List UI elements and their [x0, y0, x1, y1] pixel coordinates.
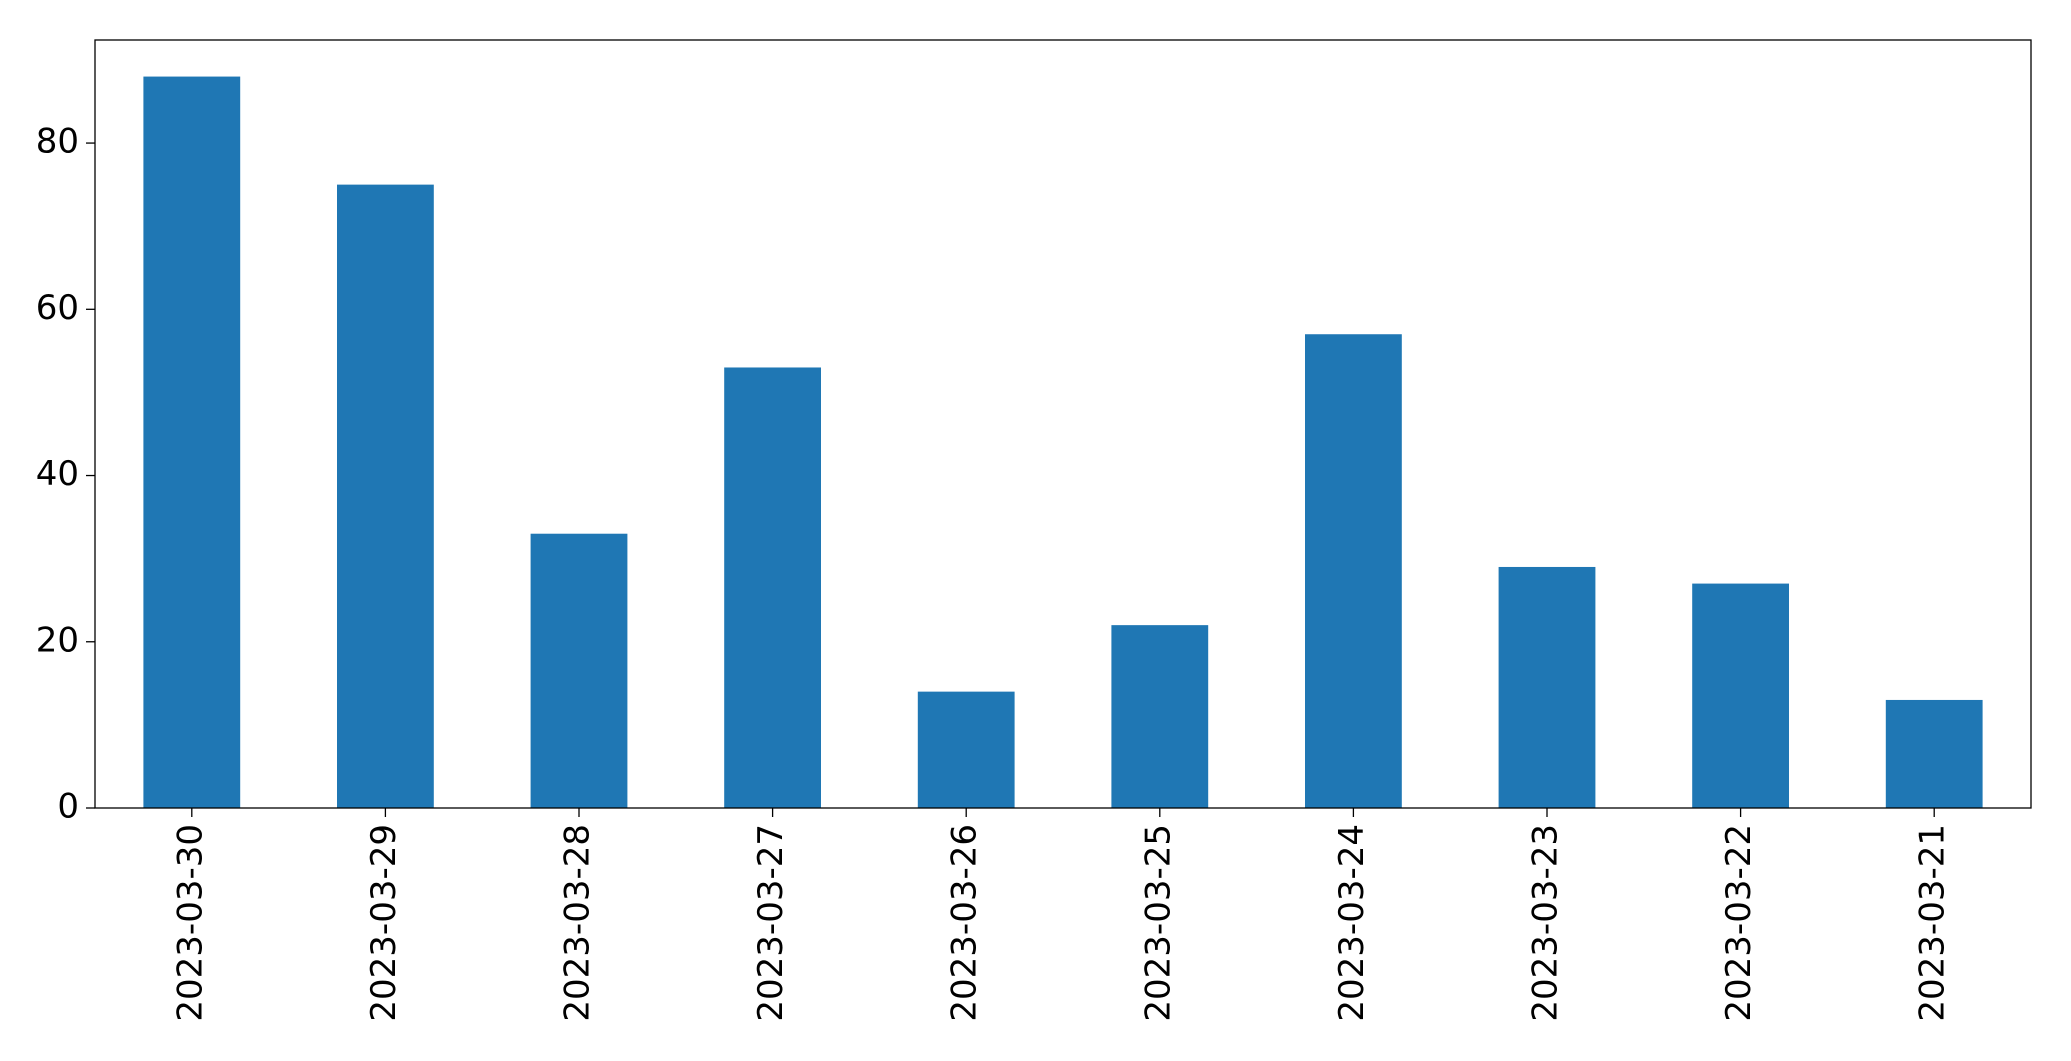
bar — [143, 76, 241, 809]
bar — [724, 367, 821, 808]
bar — [1885, 699, 1983, 808]
y-tick-label: 80 — [36, 122, 79, 162]
bar — [1692, 583, 1789, 808]
x-tick-label: 2023-03-23 — [1526, 824, 1566, 1022]
y-tick-label: 60 — [36, 288, 79, 328]
x-tick-label: 2023-03-24 — [1332, 824, 1372, 1022]
y-tick-label: 40 — [36, 454, 79, 494]
x-tick-label: 2023-03-25 — [1138, 824, 1178, 1022]
x-tick-label: 2023-03-21 — [1913, 824, 1953, 1022]
bar — [1111, 625, 1209, 808]
bar — [917, 691, 1015, 808]
bar — [337, 184, 434, 808]
x-tick-label: 2023-03-30 — [170, 824, 210, 1022]
bar — [1498, 566, 1596, 808]
bar — [530, 533, 628, 808]
y-tick-label: 20 — [36, 620, 79, 660]
plot-frame — [94, 39, 2032, 809]
x-tick-label: 2023-03-29 — [364, 824, 404, 1022]
x-tick-label: 2023-03-26 — [945, 824, 985, 1022]
x-tick-label: 2023-03-27 — [751, 824, 791, 1022]
x-tick-label: 2023-03-28 — [558, 824, 598, 1022]
x-tick-label: 2023-03-22 — [1719, 824, 1759, 1022]
y-tick-label: 0 — [57, 787, 79, 827]
bar — [1305, 334, 1402, 808]
